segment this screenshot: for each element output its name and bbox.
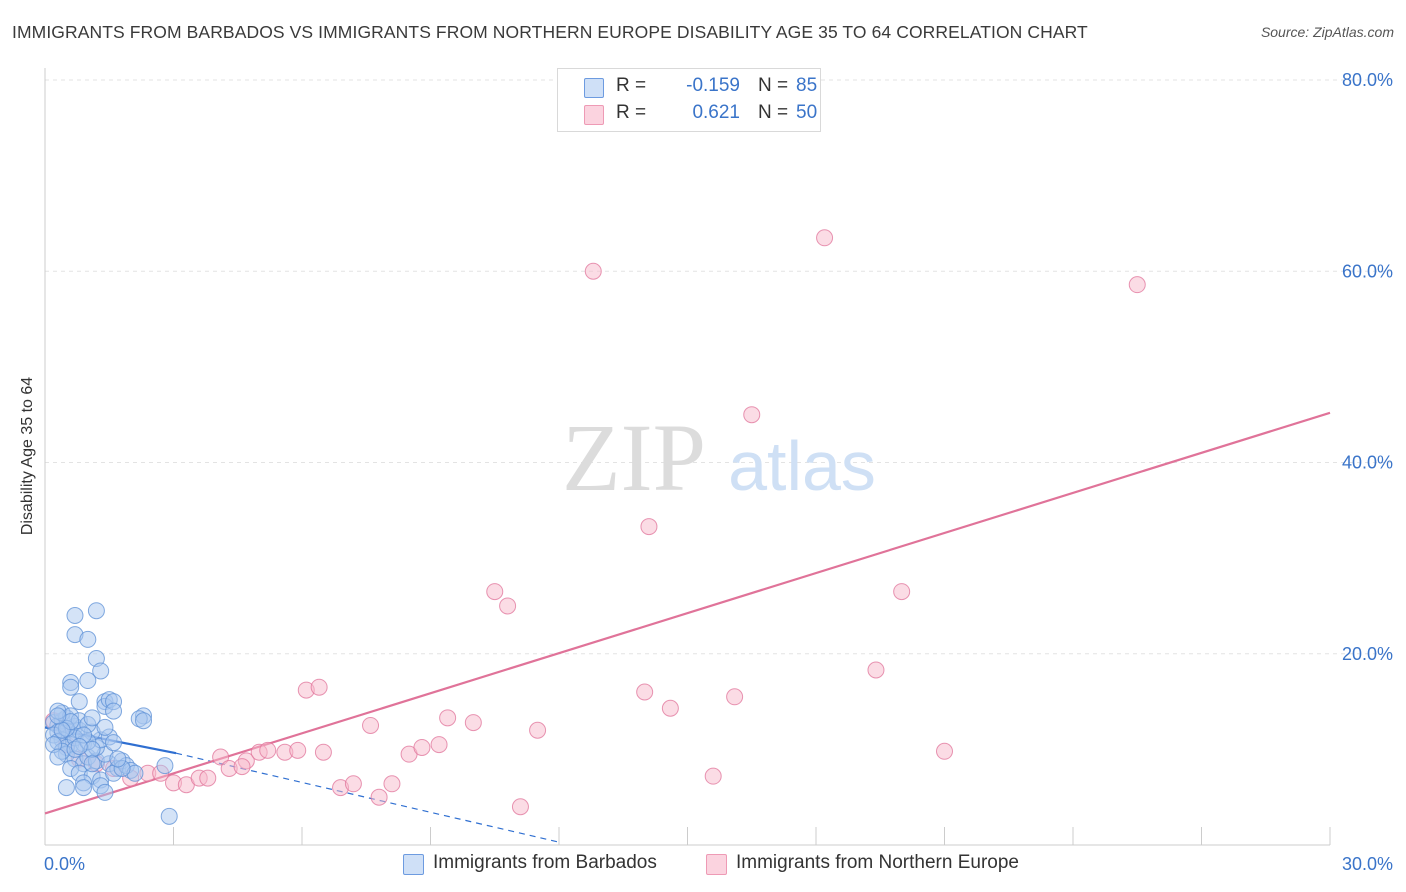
chart-title: IMMIGRANTS FROM BARBADOS VS IMMIGRANTS F… [12,22,1088,42]
y-tick-label-1: 40.0% [1342,453,1393,473]
point-barbados-44 [96,718,114,736]
point-northern-europe-24 [344,775,362,793]
point-northern-europe-42 [726,688,744,706]
n-label: N = [758,102,789,123]
point-barbados-46 [87,602,105,620]
x-tick-label-0: 0.0% [44,854,85,874]
point-barbados-63 [135,712,153,730]
source-label: Source: ZipAtlas.com [1260,24,1394,40]
point-northern-europe-19 [289,741,307,759]
point-barbados-52 [62,678,80,696]
point-northern-europe-34 [499,597,517,615]
series-legend: Immigrants from Barbados Immigrants from… [0,852,1406,878]
point-northern-europe-46 [893,583,911,601]
point-northern-europe-27 [383,775,401,793]
axes [44,68,1331,846]
n-value: 85 [796,75,818,96]
point-barbados-45 [66,607,84,624]
watermark-atlas: atlas [728,427,876,505]
point-northern-europe-47 [936,742,953,760]
point-northern-europe-21 [310,678,328,696]
point-northern-europe-17 [259,741,277,759]
point-barbados-54 [70,693,88,711]
r-label: R = [616,75,647,96]
point-barbados-74 [49,748,67,766]
watermark: ZIP atlas [562,404,876,511]
y-tick-label-3: 80.0% [1342,70,1393,90]
legend-swatch-barbados [403,854,424,875]
point-barbados-69 [96,783,114,801]
point-barbados-82 [83,755,101,773]
point-northern-europe-43 [743,406,761,424]
point-northern-europe-48 [1128,276,1146,294]
point-northern-europe-45 [867,661,885,679]
tick-labels: 20.0% 40.0% 60.0% 80.0% 0.0% 30.0% [44,70,1393,874]
point-northern-europe-39 [640,518,658,536]
y-axis-label: Disability Age 35 to 64 [19,376,36,536]
point-barbados-66 [57,779,75,797]
point-barbados-50 [92,662,110,680]
data-points [45,229,1146,825]
point-northern-europe-25 [362,716,380,734]
point-northern-europe-44 [816,229,834,247]
point-barbados-64 [156,757,174,775]
point-northern-europe-22 [314,743,332,761]
point-northern-europe-37 [584,262,602,280]
point-northern-europe-38 [636,683,654,701]
point-barbados-48 [79,630,97,648]
point-northern-europe-12 [199,769,217,787]
point-barbados-43 [105,734,123,752]
r-label: R = [616,102,647,123]
point-barbados-65 [160,807,178,825]
point-northern-europe-31 [439,709,457,727]
point-northern-europe-26 [370,788,388,806]
point-northern-europe-36 [529,721,547,739]
y-tick-label-0: 20.0% [1342,644,1393,664]
point-barbados-67 [75,779,93,797]
point-barbados-59 [83,709,101,727]
point-barbados-81 [49,707,67,725]
point-northern-europe-35 [511,798,529,816]
legend-swatch-northern-europe [706,854,727,875]
watermark-zip: ZIP [562,404,706,511]
r-value: -0.159 [686,75,740,96]
legend-swatch-northern-europe [584,105,604,125]
legend-swatch-barbados [584,78,604,98]
legend-label-northern-europe: Immigrants from Northern Europe [736,852,1019,873]
point-barbados-60 [105,702,123,720]
point-northern-europe-30 [430,736,448,754]
legend-label-barbados: Immigrants from Barbados [433,852,657,873]
stats-legend: R = -0.159 N = 85 R = 0.621 N = 50 [557,68,821,132]
point-northern-europe-49 [233,758,251,776]
grid-lines [45,79,1392,655]
y-tick-label-2: 60.0% [1342,261,1393,281]
point-northern-europe-40 [661,699,679,717]
point-barbados-84 [70,738,88,756]
point-northern-europe-13 [212,748,230,766]
n-value: 50 [796,102,818,123]
point-northern-europe-41 [704,767,722,785]
point-barbados-83 [109,750,127,768]
r-value: 0.621 [692,102,740,123]
point-barbados-53 [79,672,97,690]
point-barbados-80 [53,721,71,739]
x-tick-label-1: 30.0% [1342,854,1393,874]
point-northern-europe-33 [486,583,504,601]
n-label: N = [758,75,789,96]
point-northern-europe-32 [464,714,482,732]
point-northern-europe-29 [413,738,431,756]
